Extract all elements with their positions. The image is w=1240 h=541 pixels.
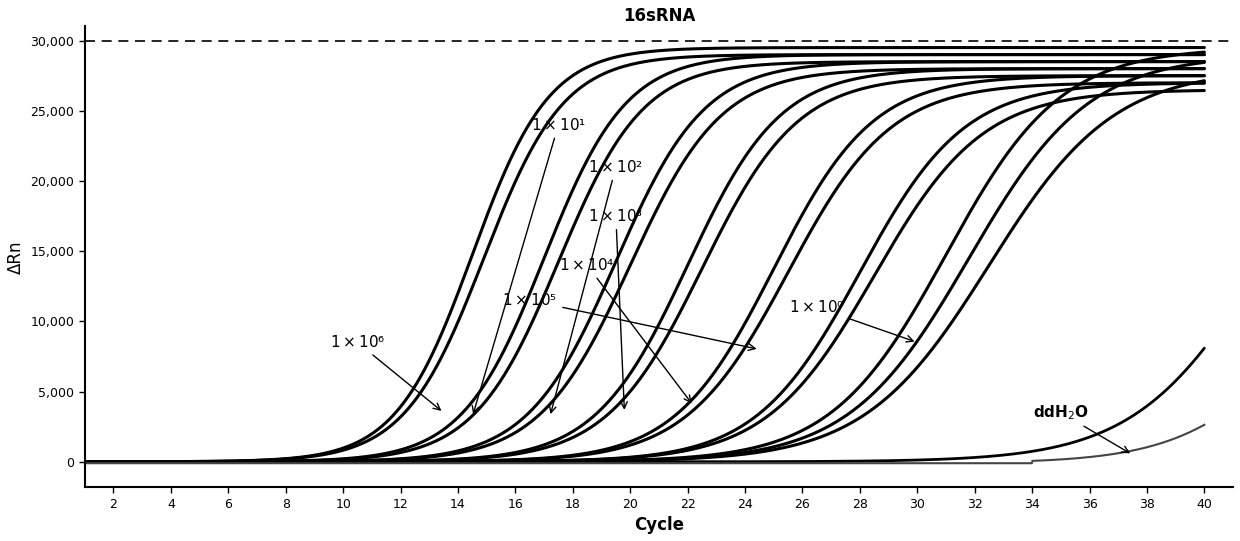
Text: $1\times10²$: $1\times10²$	[549, 159, 644, 413]
Text: $1\times10⁵$: $1\times10⁵$	[502, 292, 755, 351]
Y-axis label: ΔRn: ΔRn	[7, 240, 25, 274]
Title: 16sRNA: 16sRNA	[622, 7, 696, 25]
Text: $1\times10¹$: $1\times10¹$	[472, 117, 587, 413]
X-axis label: Cycle: Cycle	[634, 516, 684, 534]
Text: $1\times10³$: $1\times10³$	[588, 208, 644, 408]
Text: $1\times10⁰$: $1\times10⁰$	[789, 299, 913, 342]
Text: $1\times10⁶$: $1\times10⁶$	[330, 334, 440, 410]
Text: $1\times10⁴$: $1\times10⁴$	[559, 257, 691, 402]
Text: ddH$_2$O: ddH$_2$O	[1033, 403, 1128, 453]
